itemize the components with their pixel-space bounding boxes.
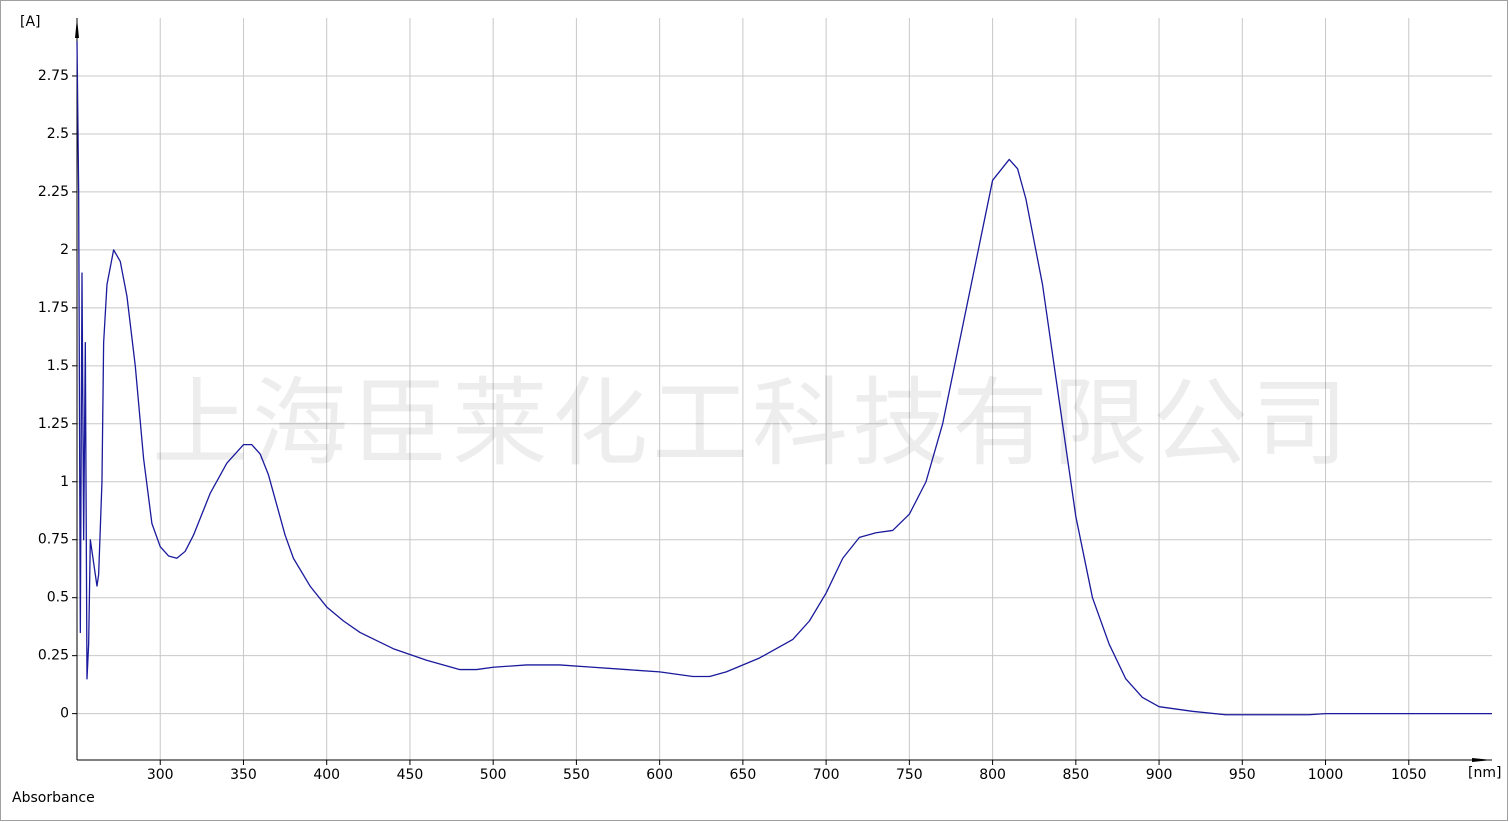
x-tick-label: 500 xyxy=(480,767,507,783)
x-axis-label: [nm] xyxy=(1468,765,1501,781)
y-tick-label: 0.25 xyxy=(38,648,69,664)
y-tick-label: 1 xyxy=(60,474,69,490)
x-tick-label: 550 xyxy=(563,767,590,783)
axis-arrow xyxy=(1472,758,1492,762)
x-tick-label: 900 xyxy=(1146,767,1173,783)
y-axis-label: [A] xyxy=(20,14,41,30)
x-tick-label: 950 xyxy=(1229,767,1256,783)
x-tick-label: 800 xyxy=(979,767,1006,783)
caption: Absorbance xyxy=(12,790,95,806)
y-tick-label: 2.25 xyxy=(38,184,69,200)
x-tick-label: 650 xyxy=(730,767,757,783)
y-tick-label: 1.75 xyxy=(38,300,69,316)
x-tick-label: 350 xyxy=(230,767,257,783)
x-tick-label: 300 xyxy=(147,767,174,783)
x-tick-label: 400 xyxy=(313,767,340,783)
watermark: 上海臣莱化工科技有限公司 xyxy=(152,367,1352,479)
x-tick-label: 700 xyxy=(813,767,840,783)
axis-arrow xyxy=(75,18,79,38)
y-tick-label: 2.75 xyxy=(38,68,69,84)
x-tick-label: 1000 xyxy=(1308,767,1344,783)
spectrum-line xyxy=(76,41,1492,716)
x-tick-label: 600 xyxy=(646,767,673,783)
y-tick-label: 1.5 xyxy=(47,358,69,374)
x-tick-label: 850 xyxy=(1062,767,1089,783)
y-tick-label: 0.75 xyxy=(38,532,69,548)
y-tick-label: 2 xyxy=(60,242,69,258)
x-tick-label: 1050 xyxy=(1391,767,1427,783)
y-tick-label: 0 xyxy=(60,706,69,722)
x-tick-label: 450 xyxy=(397,767,424,783)
y-tick-label: 0.5 xyxy=(47,590,69,606)
x-tick-label: 750 xyxy=(896,767,923,783)
y-tick-label: 1.25 xyxy=(38,416,69,432)
y-tick-label: 2.5 xyxy=(47,126,69,142)
